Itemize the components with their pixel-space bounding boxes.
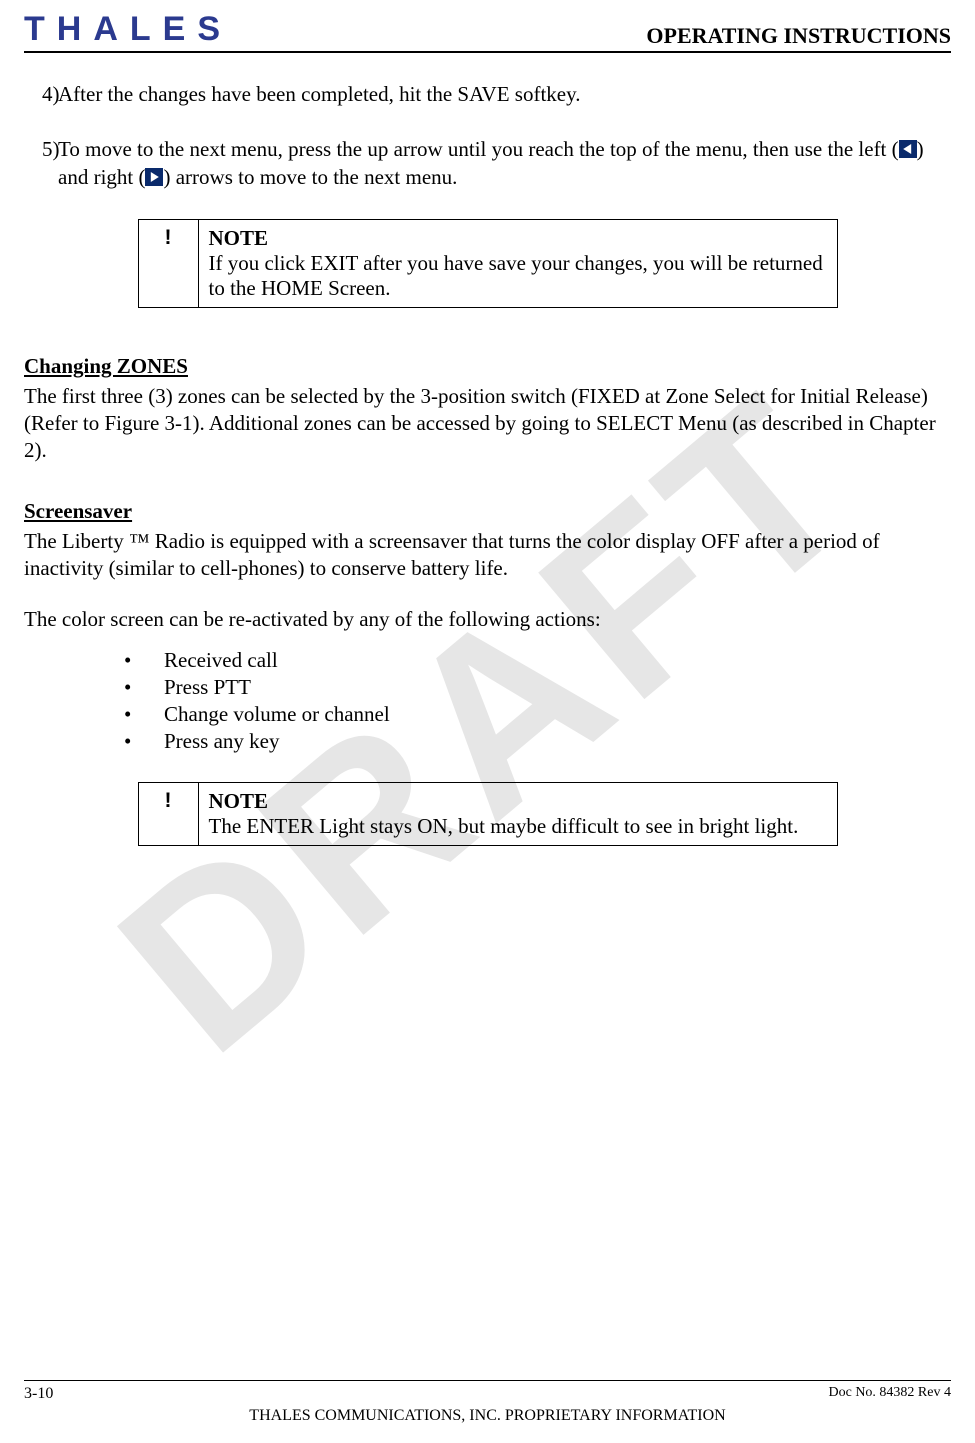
zones-heading: Changing ZONES	[24, 354, 951, 379]
note-2-title: NOTE	[209, 789, 827, 814]
right-arrow-icon	[145, 168, 163, 186]
step-4: 4) After the changes have been completed…	[24, 81, 951, 108]
zones-body: The first three (3) zones can be selecte…	[24, 383, 951, 465]
bullet-dot: •	[124, 729, 164, 754]
footer-page-number: 3-10	[24, 1385, 53, 1403]
note-2-body: The ENTER Light stays ON, but maybe diff…	[209, 814, 827, 839]
bullet-2-text: Press PTT	[164, 675, 251, 700]
note-2-content: NOTE The ENTER Light stays ON, but maybe…	[198, 782, 837, 845]
bullet-3-text: Change volume or channel	[164, 702, 390, 727]
note-box-2: ! NOTE The ENTER Light stays ON, but may…	[138, 782, 838, 846]
note-box-1: ! NOTE If you click EXIT after you have …	[138, 219, 838, 308]
screensaver-bullets: •Received call •Press PTT •Change volume…	[124, 648, 951, 754]
step-5-pre: To move to the next menu, press the up a…	[58, 137, 899, 161]
note-1-title: NOTE	[209, 226, 827, 251]
step-5-text: To move to the next menu, press the up a…	[58, 136, 951, 191]
step-4-text: After the changes have been completed, h…	[58, 81, 951, 108]
page-header: THALES OPERATING INSTRUCTIONS	[24, 10, 951, 53]
footer-doc-number: Doc No. 84382 Rev 4	[829, 1385, 952, 1403]
note-1-mark: !	[138, 219, 198, 307]
bullet-dot: •	[124, 702, 164, 727]
brand-logo: THALES	[24, 10, 232, 49]
left-arrow-icon	[899, 140, 917, 158]
screensaver-p2: The color screen can be re-activated by …	[24, 606, 951, 633]
note-2-mark: !	[138, 782, 198, 845]
bullet-2: •Press PTT	[124, 675, 951, 700]
note-1-body: If you click EXIT after you have save yo…	[209, 251, 827, 301]
screensaver-p1: The Liberty ™ Radio is equipped with a s…	[24, 528, 951, 583]
screensaver-heading: Screensaver	[24, 499, 951, 524]
footer-proprietary: THALES COMMUNICATIONS, INC. PROPRIETARY …	[24, 1407, 951, 1425]
step-5: 5) To move to the next menu, press the u…	[24, 136, 951, 191]
step-4-number: 4)	[24, 81, 58, 108]
bullet-4: •Press any key	[124, 729, 951, 754]
bullet-dot: •	[124, 648, 164, 673]
bullet-3: •Change volume or channel	[124, 702, 951, 727]
bullet-4-text: Press any key	[164, 729, 279, 754]
bullet-dot: •	[124, 675, 164, 700]
bullet-1-text: Received call	[164, 648, 278, 673]
step-5-number: 5)	[24, 136, 58, 191]
step-5-post: ) arrows to move to the next menu.	[163, 165, 457, 189]
header-title: OPERATING INSTRUCTIONS	[646, 23, 951, 49]
bullet-1: •Received call	[124, 648, 951, 673]
note-1-content: NOTE If you click EXIT after you have sa…	[198, 219, 837, 307]
page-footer: 3-10 Doc No. 84382 Rev 4 THALES COMMUNIC…	[24, 1380, 951, 1425]
